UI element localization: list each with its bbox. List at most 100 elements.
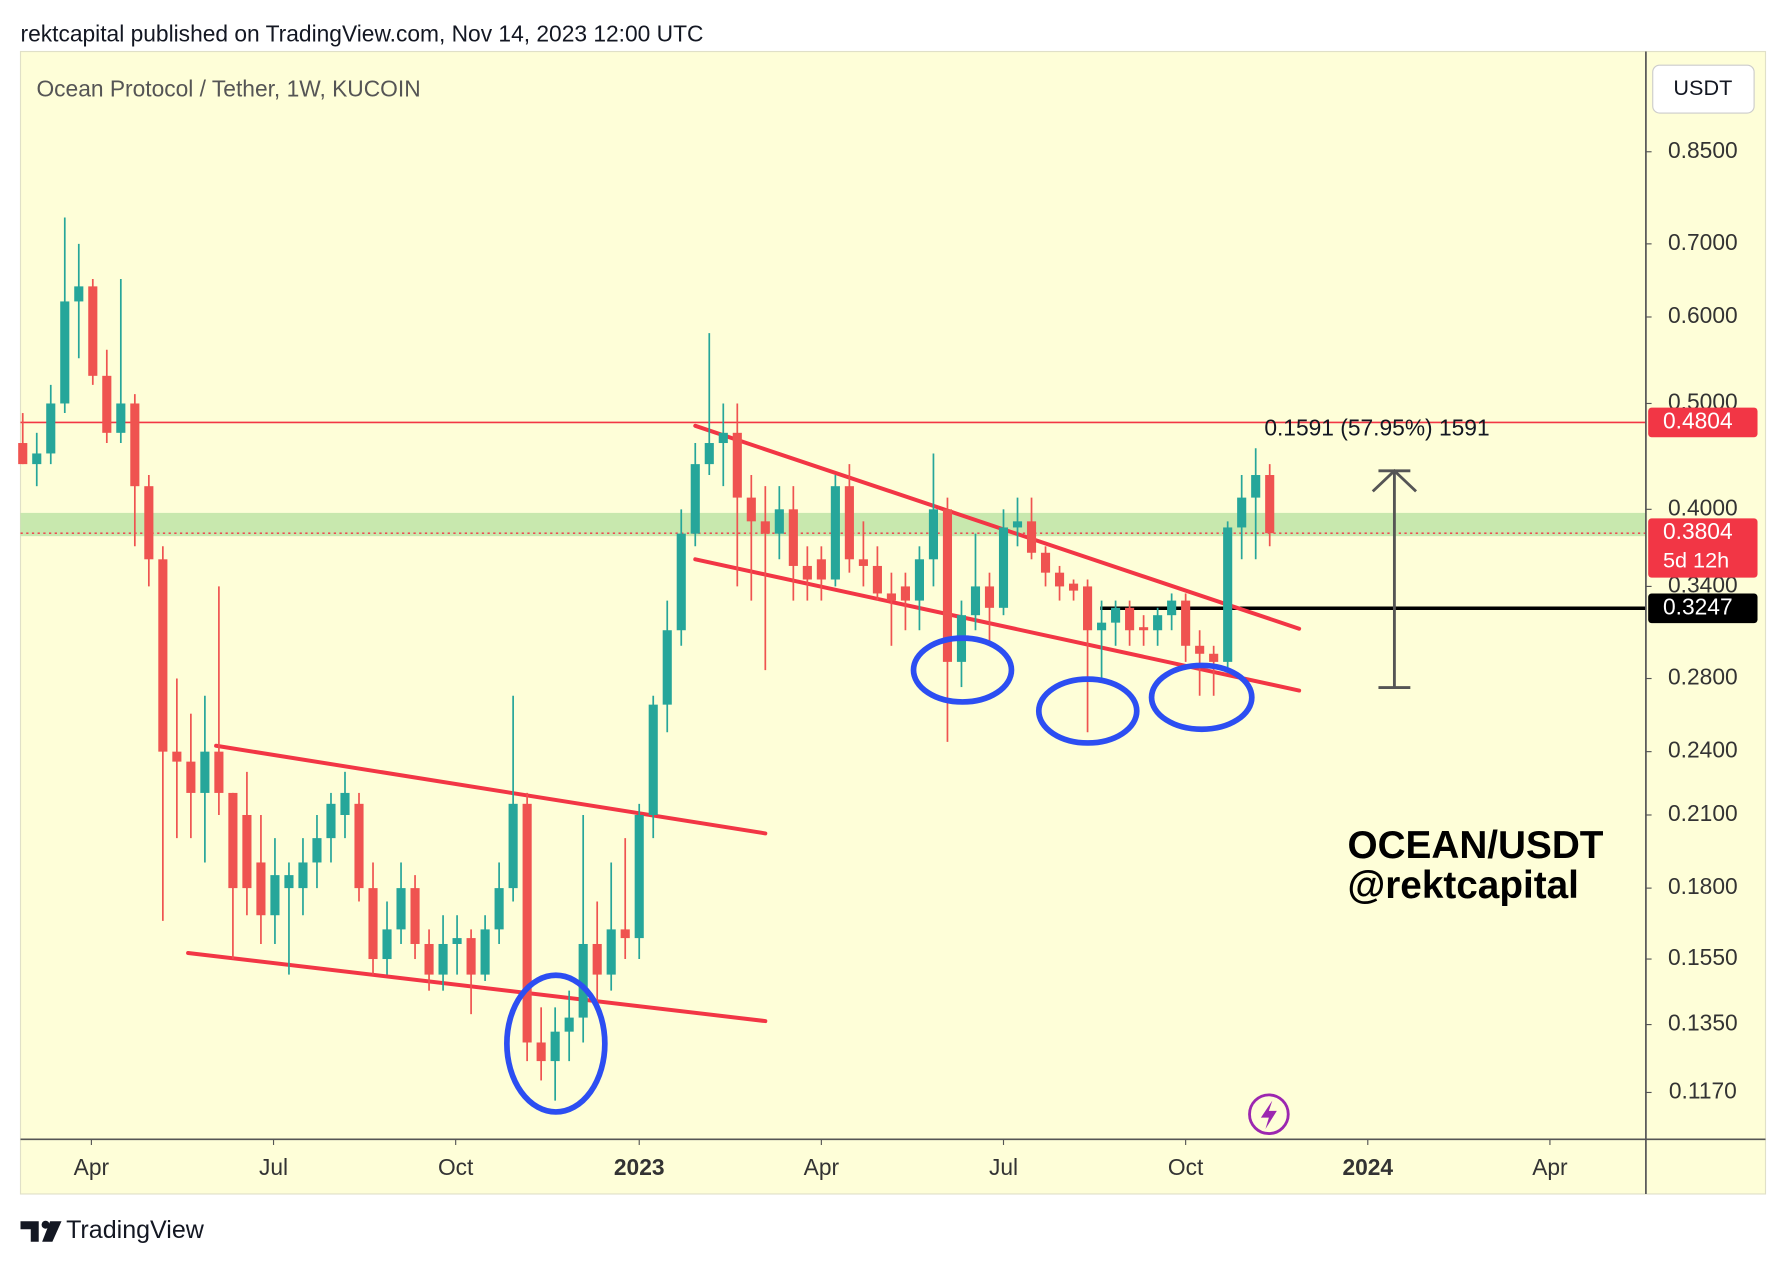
y-tick-label: 0.1550 xyxy=(1668,944,1738,970)
measure-label: 0.1591 (57.95%) 1591 xyxy=(1264,415,1489,441)
event-icon[interactable] xyxy=(1248,1093,1290,1136)
candle-body xyxy=(718,432,728,444)
candle-body xyxy=(270,875,280,916)
candle-body xyxy=(1012,521,1023,528)
price-label-box xyxy=(1648,518,1758,578)
candle-body xyxy=(1153,615,1163,631)
candle-body xyxy=(32,453,42,465)
candle-body xyxy=(564,1017,574,1032)
x-tick-label: 2023 xyxy=(614,1154,665,1180)
candle-body xyxy=(1237,497,1247,528)
candle-body xyxy=(1111,607,1121,623)
candle-body xyxy=(144,486,154,560)
y-tick-label: 0.1350 xyxy=(1668,1010,1738,1036)
candle-body xyxy=(732,432,742,498)
candle-body xyxy=(88,286,98,376)
candle-body xyxy=(816,559,826,580)
candle-body xyxy=(1195,645,1205,654)
candle-body xyxy=(802,565,812,580)
trendline xyxy=(186,950,768,1024)
y-tick-label: 0.7000 xyxy=(1668,229,1738,255)
price-label-box xyxy=(1648,593,1758,624)
candle-body xyxy=(1251,475,1261,498)
candle-body xyxy=(424,943,434,975)
annotation: OCEAN/USDT xyxy=(1347,824,1603,867)
x-tick-label: 2024 xyxy=(1342,1154,1393,1180)
tradingview-logo xyxy=(20,1220,62,1242)
candle-body xyxy=(340,792,350,815)
candle-body xyxy=(214,751,224,793)
candle-body xyxy=(1139,627,1149,631)
candle-body xyxy=(1054,572,1065,587)
y-tick-label: 0.6000 xyxy=(1668,302,1738,328)
candle-body xyxy=(844,486,854,560)
y-tick-label: 0.1170 xyxy=(1669,1077,1737,1103)
candle-body xyxy=(998,527,1009,608)
candle-body xyxy=(760,521,770,534)
logo-shape xyxy=(42,1221,62,1242)
trendline xyxy=(693,557,1302,693)
candle-body xyxy=(382,929,392,960)
candle-body xyxy=(158,559,168,752)
x-tick-label: Jul xyxy=(259,1154,288,1180)
trendline xyxy=(214,743,768,836)
candle-body xyxy=(522,803,532,1043)
candle-body xyxy=(1069,583,1079,591)
candle-body xyxy=(550,1031,560,1062)
candle-body xyxy=(1223,527,1233,662)
measure-arrow xyxy=(1371,468,1418,493)
candle-body xyxy=(312,838,322,863)
candle-body xyxy=(788,509,798,566)
candle-body xyxy=(1265,475,1275,534)
chart-title: Ocean Protocol / Tether, 1W, KUCOIN xyxy=(36,75,420,101)
highlight-circle xyxy=(504,972,608,1115)
candle-body xyxy=(774,509,784,534)
candle-body xyxy=(536,1042,546,1062)
y-tick-label: 0.4000 xyxy=(1668,494,1738,520)
y-tick-label: 0.1800 xyxy=(1668,873,1738,899)
candle-body xyxy=(326,803,336,839)
price-label: 0.3247 xyxy=(1663,593,1733,619)
candle-body xyxy=(662,630,672,705)
header: rektcapital published on TradingView.com… xyxy=(21,21,704,47)
candle-body xyxy=(886,593,896,601)
candle-body xyxy=(928,509,939,560)
candle-body xyxy=(1125,607,1135,631)
candle-body xyxy=(1097,622,1107,631)
candle-body xyxy=(438,943,448,975)
candle-body xyxy=(676,533,686,631)
candle-body xyxy=(900,586,910,601)
candle-body xyxy=(74,286,84,302)
candle-body xyxy=(354,803,364,889)
candle-body xyxy=(298,862,308,889)
annotation: @rektcapital xyxy=(1347,864,1578,907)
currency[interactable]: USDT xyxy=(1673,75,1732,100)
candle-body xyxy=(970,586,981,616)
candle-body xyxy=(172,751,182,762)
candle-body xyxy=(578,943,588,1018)
y-tick-label: 0.8500 xyxy=(1668,137,1738,163)
currency-box[interactable] xyxy=(1652,64,1755,114)
candle-body xyxy=(648,704,658,815)
footer: TradingView xyxy=(66,1216,205,1244)
candle-body xyxy=(1040,552,1051,573)
x-tick-label: Apr xyxy=(74,1154,110,1180)
candle-body xyxy=(746,497,756,522)
candle-body xyxy=(914,559,924,601)
candle-body xyxy=(396,888,406,930)
price-label-box xyxy=(1648,407,1758,438)
x-tick-label: Apr xyxy=(1532,1154,1568,1180)
candle-body xyxy=(620,929,630,939)
candle-body xyxy=(130,403,140,487)
highlight-circle xyxy=(1035,676,1140,746)
candle-body xyxy=(830,486,840,580)
highlight-circle xyxy=(1148,662,1255,733)
candle-body xyxy=(452,938,462,944)
candle-body xyxy=(1209,653,1219,662)
candle-body xyxy=(858,559,868,566)
trendline xyxy=(693,423,1302,631)
x-tick-label: Apr xyxy=(804,1154,840,1180)
candle-body xyxy=(942,509,953,662)
